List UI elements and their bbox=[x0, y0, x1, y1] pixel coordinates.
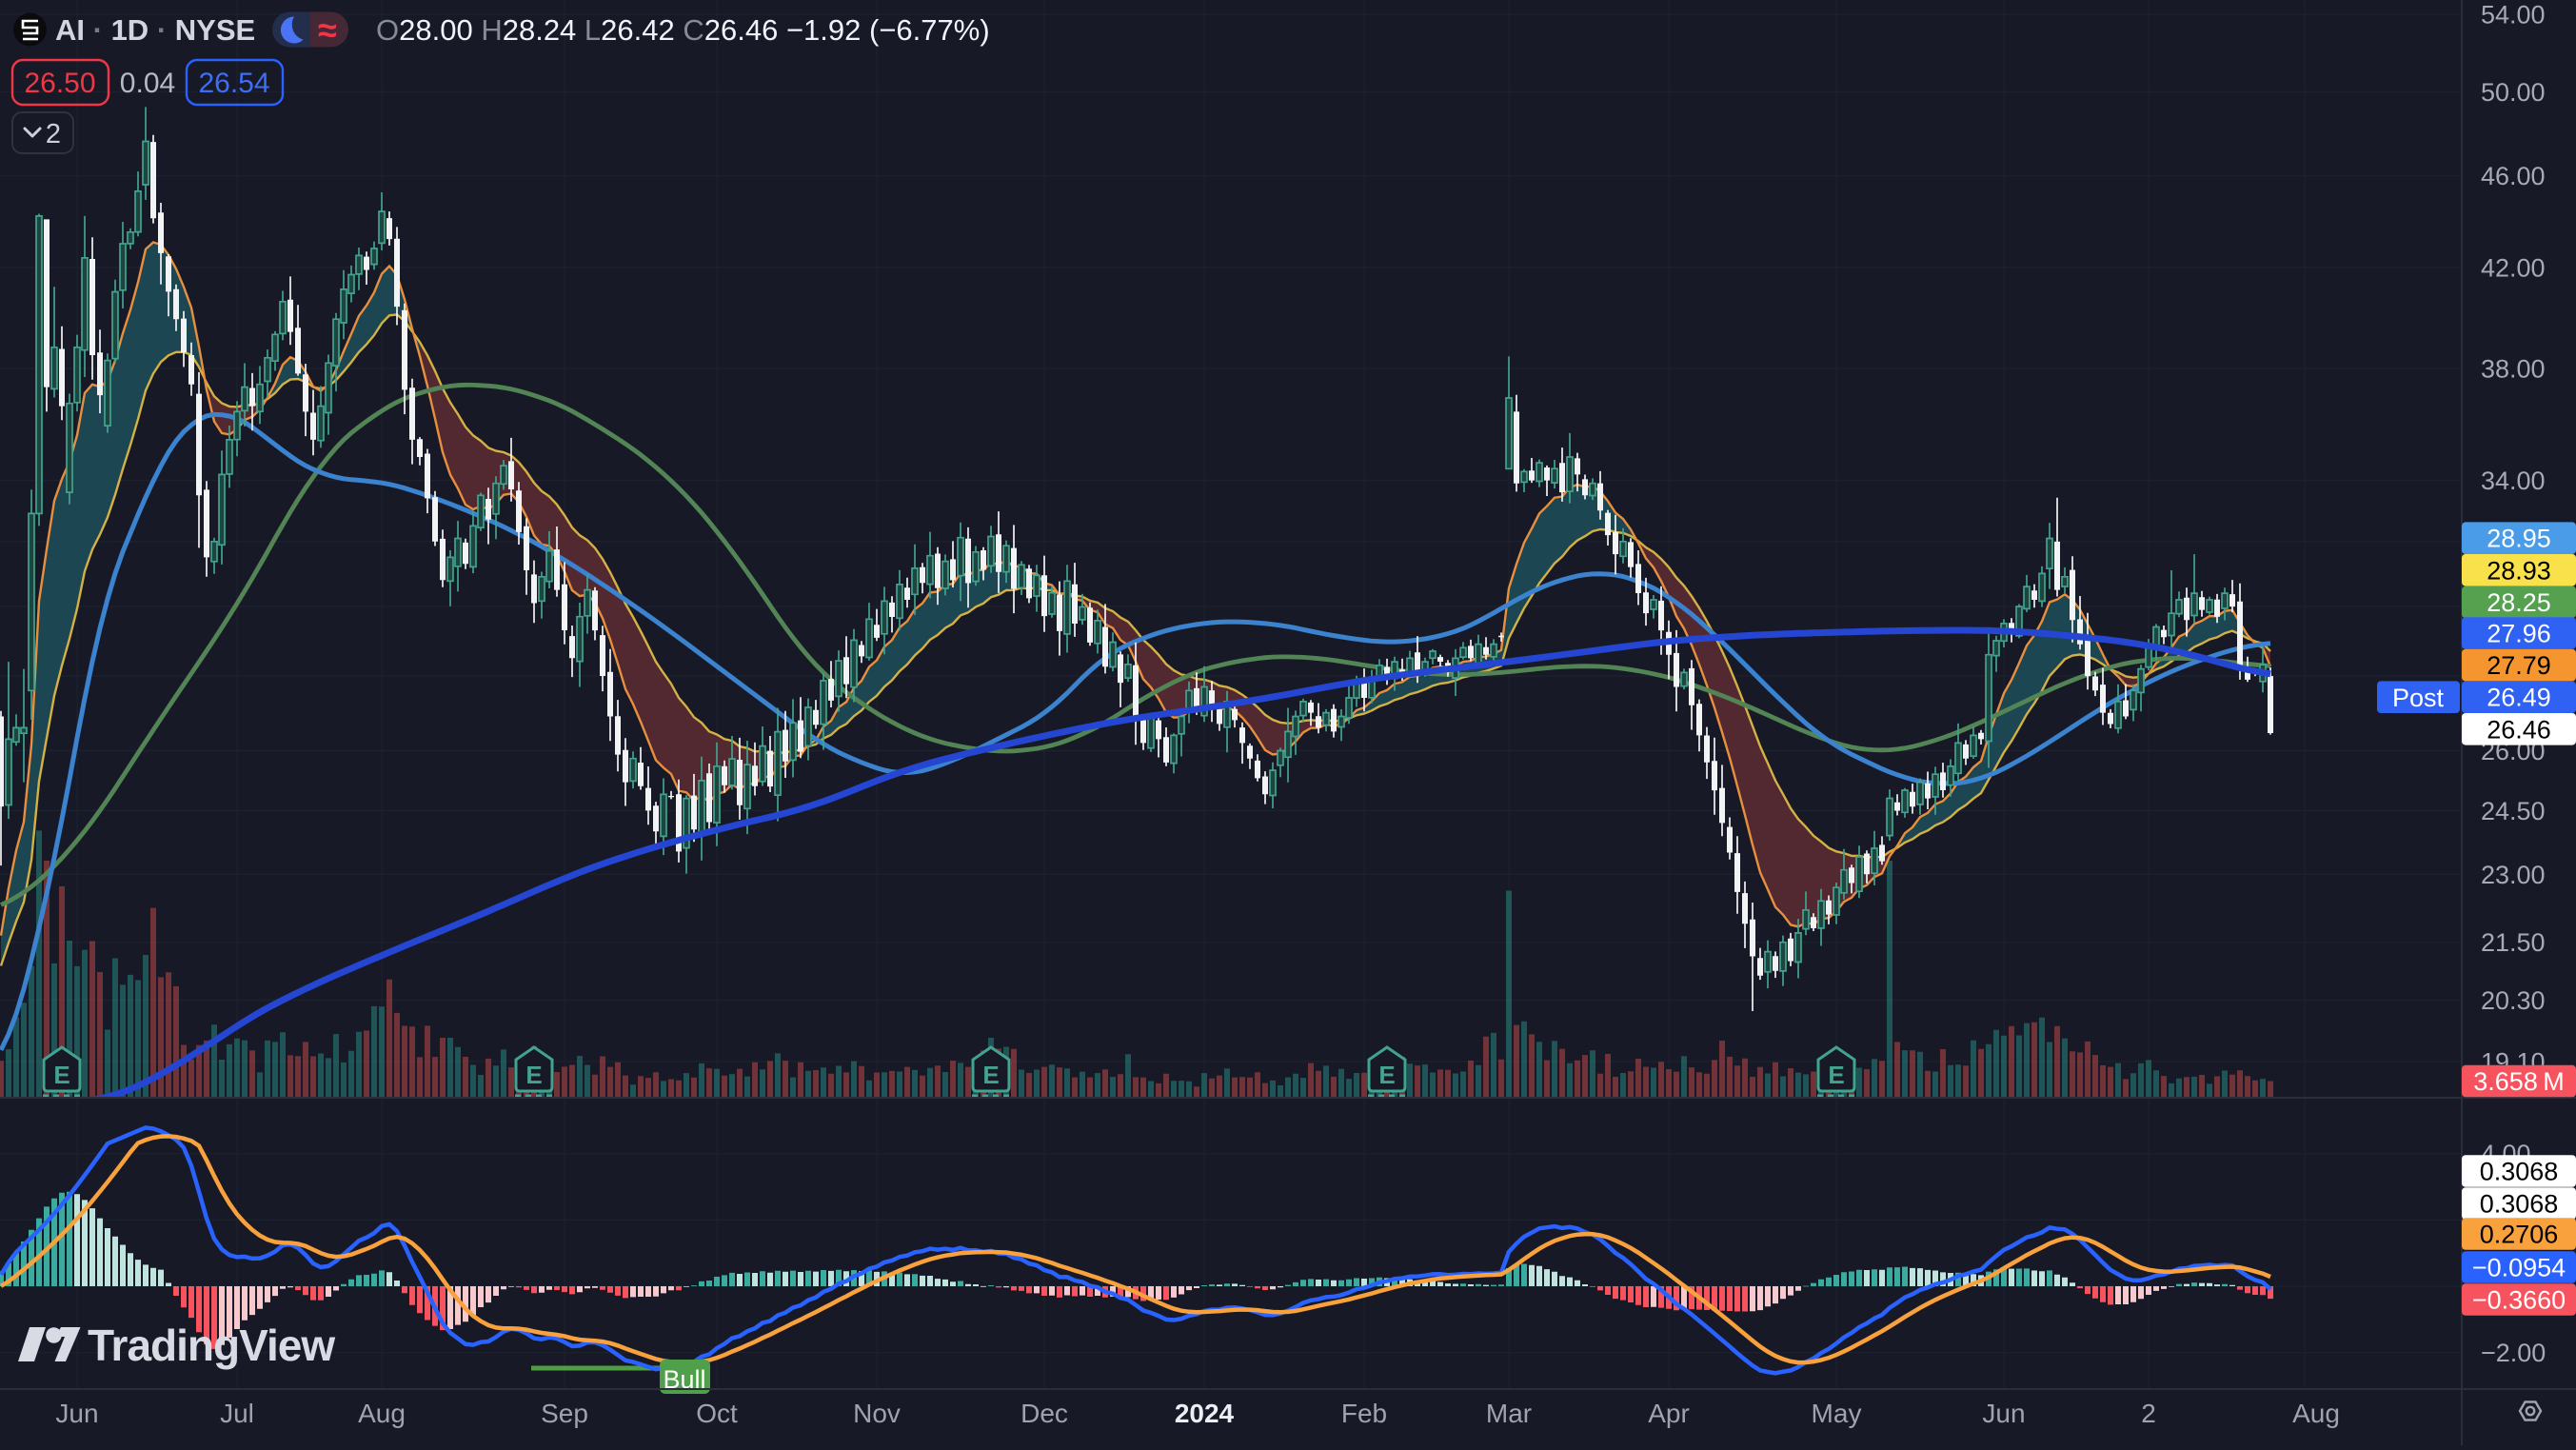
svg-text:Aug: Aug bbox=[358, 1399, 406, 1428]
svg-text:27.79: 27.79 bbox=[2487, 651, 2551, 680]
svg-text:2: 2 bbox=[2141, 1399, 2156, 1428]
svg-text:34.00: 34.00 bbox=[2481, 467, 2546, 495]
svg-text:Nov: Nov bbox=[853, 1399, 901, 1428]
svg-text:46.00: 46.00 bbox=[2481, 162, 2546, 190]
svg-text:AI · 1D · NYSE: AI · 1D · NYSE bbox=[55, 13, 255, 47]
svg-text:26.54: 26.54 bbox=[198, 68, 269, 99]
svg-text:−0.3660: −0.3660 bbox=[2472, 1286, 2566, 1315]
svg-text:E: E bbox=[1378, 1061, 1395, 1089]
svg-text:24.50: 24.50 bbox=[2481, 797, 2546, 825]
svg-text:Feb: Feb bbox=[1341, 1399, 1387, 1428]
svg-text:2024: 2024 bbox=[1175, 1399, 1235, 1428]
svg-text:27.96: 27.96 bbox=[2487, 620, 2551, 648]
svg-text:0.3068: 0.3068 bbox=[2480, 1190, 2559, 1219]
svg-text:−2.00: −2.00 bbox=[2481, 1339, 2546, 1367]
svg-text:42.00: 42.00 bbox=[2481, 254, 2546, 283]
svg-text:26.49: 26.49 bbox=[2487, 684, 2551, 712]
svg-text:Post: Post bbox=[2392, 684, 2445, 712]
svg-text:54.00: 54.00 bbox=[2481, 1, 2546, 30]
svg-text:−0.0954: −0.0954 bbox=[2472, 1254, 2566, 1282]
svg-text:E: E bbox=[525, 1061, 542, 1089]
svg-text:TradingView: TradingView bbox=[88, 1321, 335, 1370]
svg-text:21.50: 21.50 bbox=[2481, 928, 2546, 957]
svg-text:38.00: 38.00 bbox=[2481, 354, 2546, 383]
svg-text:3.658 M: 3.658 M bbox=[2473, 1067, 2564, 1096]
svg-text:28.25: 28.25 bbox=[2487, 588, 2551, 617]
svg-text:O28.00 H28.24 L26.42 C26.46 −1: O28.00 H28.24 L26.42 C26.46 −1.92 (−6.77… bbox=[376, 13, 990, 47]
svg-text:Jun: Jun bbox=[1982, 1399, 2025, 1428]
svg-text:Oct: Oct bbox=[696, 1399, 738, 1428]
svg-text:Dec: Dec bbox=[1020, 1399, 1068, 1428]
svg-text:28.93: 28.93 bbox=[2487, 556, 2551, 585]
svg-text:Sep: Sep bbox=[541, 1399, 588, 1428]
svg-text:Jun: Jun bbox=[55, 1399, 98, 1428]
svg-text:Aug: Aug bbox=[2292, 1399, 2340, 1428]
svg-text:≈: ≈ bbox=[318, 10, 337, 50]
svg-text:May: May bbox=[1812, 1399, 1862, 1428]
svg-text:Mar: Mar bbox=[1486, 1399, 1532, 1428]
svg-text:E: E bbox=[1828, 1061, 1844, 1089]
svg-text:Apr: Apr bbox=[1648, 1399, 1690, 1428]
svg-text:0.04: 0.04 bbox=[120, 68, 175, 99]
svg-text:0.2706: 0.2706 bbox=[2480, 1221, 2559, 1249]
svg-text:26.50: 26.50 bbox=[24, 68, 95, 99]
svg-text:2: 2 bbox=[46, 119, 61, 149]
svg-text:23.00: 23.00 bbox=[2481, 861, 2546, 889]
svg-text:E: E bbox=[53, 1061, 69, 1089]
svg-text:E: E bbox=[982, 1061, 999, 1089]
svg-text:26.46: 26.46 bbox=[2487, 715, 2551, 744]
svg-text:Jul: Jul bbox=[220, 1399, 254, 1428]
svg-text:20.30: 20.30 bbox=[2481, 986, 2546, 1015]
svg-text:0.3068: 0.3068 bbox=[2480, 1158, 2559, 1186]
svg-text:50.00: 50.00 bbox=[2481, 78, 2546, 107]
svg-text:28.95: 28.95 bbox=[2487, 525, 2551, 553]
